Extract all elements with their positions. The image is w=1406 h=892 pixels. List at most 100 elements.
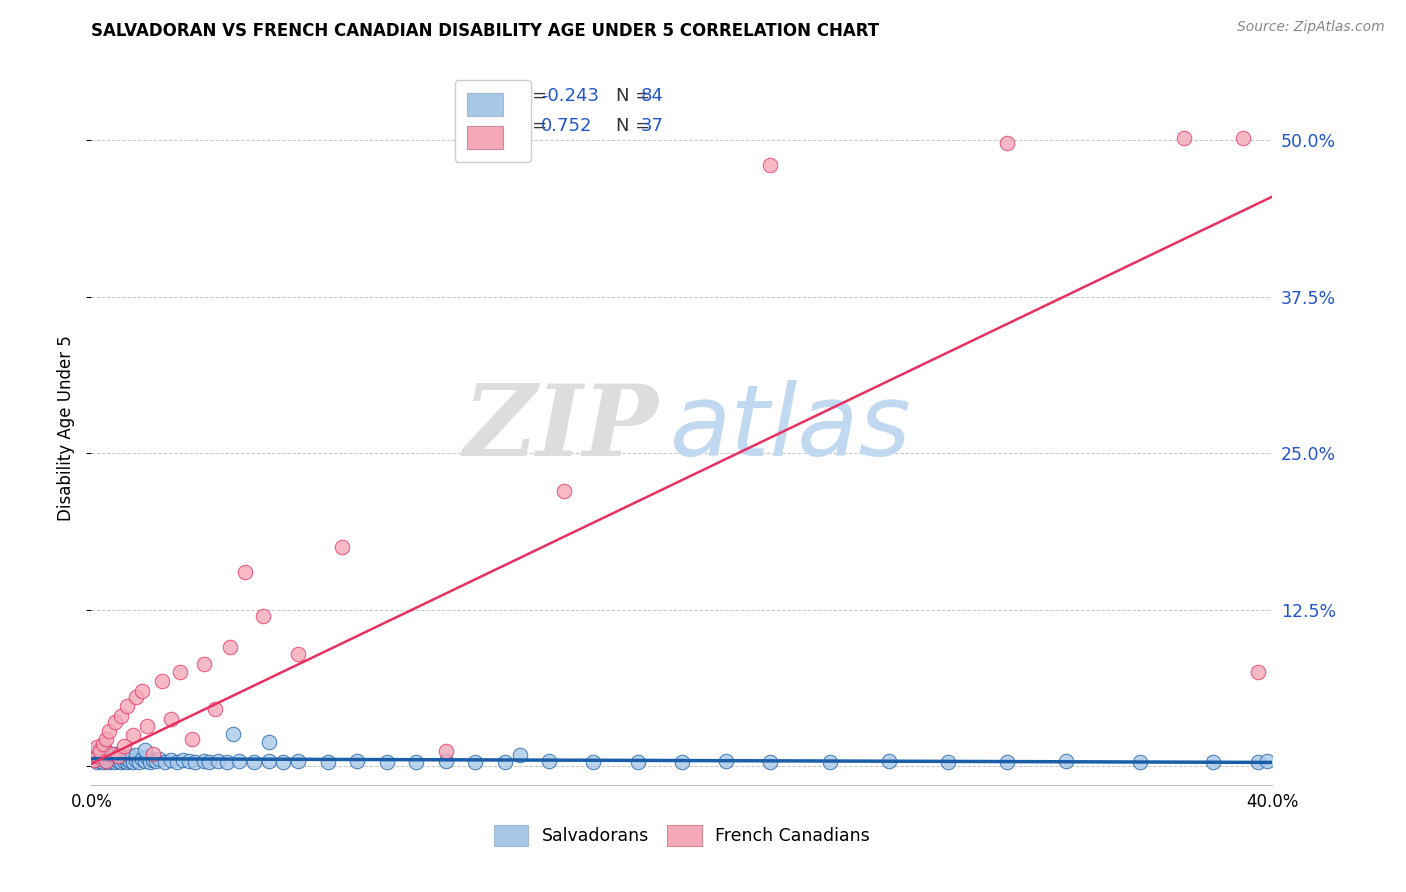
Point [136, 719, 159, 733]
Point [537, 754, 560, 768]
Point [257, 735, 280, 749]
Point [104, 747, 127, 761]
Point [110, 756, 132, 770]
Point [160, 753, 183, 767]
Point [1247, 665, 1270, 680]
Point [375, 756, 398, 770]
Point [818, 756, 841, 770]
Point [877, 754, 900, 768]
Point [112, 739, 135, 753]
Text: 0.752: 0.752 [541, 117, 593, 135]
Point [131, 684, 153, 698]
Point [180, 731, 202, 746]
Point [107, 750, 129, 764]
Legend: Salvadorans, French Canadians: Salvadorans, French Canadians [485, 816, 879, 855]
Point [91, 747, 114, 761]
Point [124, 690, 148, 705]
Point [107, 749, 129, 764]
Point [287, 754, 309, 768]
Point [405, 756, 427, 770]
Point [83, 753, 105, 767]
Point [177, 754, 200, 768]
Point [219, 640, 242, 655]
Point [464, 756, 486, 770]
Point [252, 609, 274, 624]
Point [86, 749, 108, 764]
Point [115, 756, 138, 770]
Text: 37: 37 [641, 117, 664, 135]
Point [1232, 130, 1254, 145]
Point [434, 744, 457, 758]
Point [316, 756, 339, 770]
Point [228, 754, 250, 768]
Point [142, 747, 165, 761]
Point [627, 756, 650, 770]
Text: Source: ZipAtlas.com: Source: ZipAtlas.com [1237, 20, 1385, 34]
Point [671, 756, 693, 770]
Point [131, 752, 153, 766]
Point [98, 756, 121, 770]
Point [172, 753, 194, 767]
Point [257, 754, 280, 768]
Point [494, 756, 516, 770]
Point [509, 747, 531, 762]
Point [134, 754, 156, 768]
Point [124, 747, 148, 762]
Text: 84: 84 [641, 87, 664, 104]
Point [112, 750, 135, 764]
Point [101, 749, 124, 764]
Point [434, 754, 457, 768]
Text: SALVADORAN VS FRENCH CANADIAN DISABILITY AGE UNDER 5 CORRELATION CHART: SALVADORAN VS FRENCH CANADIAN DISABILITY… [91, 22, 880, 40]
Point [118, 749, 141, 764]
Point [89, 750, 111, 764]
Point [553, 483, 575, 498]
Point [104, 752, 127, 766]
Point [89, 746, 111, 760]
Point [89, 744, 111, 758]
Point [86, 749, 108, 764]
Text: N =: N = [616, 117, 655, 135]
Point [115, 699, 138, 714]
Point [332, 540, 354, 554]
Point [118, 754, 141, 768]
Point [1247, 756, 1270, 770]
Point [83, 752, 105, 766]
Point [139, 756, 162, 770]
Point [346, 754, 368, 768]
Point [121, 756, 143, 770]
Point [198, 756, 221, 770]
Point [243, 756, 266, 770]
Point [115, 752, 138, 766]
Point [759, 756, 782, 770]
Point [169, 665, 191, 680]
Point [714, 754, 737, 768]
Point [1256, 754, 1278, 768]
Text: -0.243: -0.243 [541, 87, 599, 104]
Point [142, 753, 165, 767]
Point [96, 744, 118, 758]
Point [83, 747, 105, 761]
Point [96, 731, 118, 746]
Y-axis label: Disability Age Under 5: Disability Age Under 5 [58, 335, 76, 521]
Point [183, 756, 207, 770]
Point [91, 752, 114, 766]
Point [101, 754, 124, 768]
Point [153, 756, 177, 770]
Point [273, 756, 295, 770]
Point [193, 657, 215, 671]
Point [287, 647, 309, 661]
Point [86, 756, 108, 770]
Point [104, 756, 127, 770]
Point [1173, 130, 1195, 145]
Point [96, 749, 118, 764]
Point [110, 749, 132, 764]
Point [148, 752, 170, 766]
Point [1202, 756, 1225, 770]
Point [1054, 754, 1077, 768]
Point [759, 158, 782, 172]
Point [96, 754, 118, 768]
Point [134, 743, 156, 757]
Point [207, 754, 229, 768]
Point [204, 701, 226, 715]
Point [936, 756, 959, 770]
